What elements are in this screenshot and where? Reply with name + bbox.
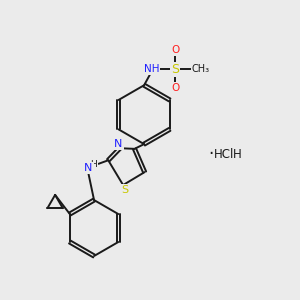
Text: S: S	[121, 185, 128, 195]
Text: O: O	[171, 82, 179, 93]
Text: ·: ·	[208, 146, 214, 164]
Text: O: O	[171, 46, 179, 56]
Text: N: N	[84, 163, 93, 172]
Text: H: H	[90, 160, 97, 169]
Text: H: H	[232, 148, 241, 161]
Text: HCl: HCl	[213, 148, 234, 161]
Text: CH₃: CH₃	[192, 64, 210, 74]
Text: S: S	[171, 62, 179, 76]
Text: N: N	[114, 139, 123, 149]
Text: NH: NH	[144, 64, 159, 74]
